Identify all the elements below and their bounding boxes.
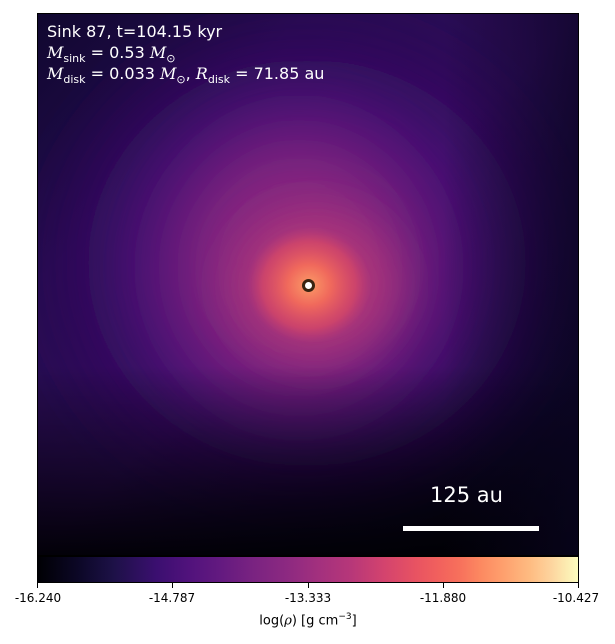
cbar-label-rho: ρ <box>284 613 292 629</box>
msun-subscript-2: ⊙ <box>176 73 186 87</box>
colorbar-tick-label: -16.240 <box>14 591 62 605</box>
mdisk-subscript: disk <box>63 73 86 87</box>
rdisk-subscript: disk <box>207 73 230 87</box>
sink-mass-label: Msink = 0.53 M⊙ <box>47 43 175 69</box>
rdisk-symbol: R <box>195 64 208 83</box>
colorbar-tick <box>578 583 579 588</box>
msun-subscript: ⊙ <box>166 52 176 66</box>
colorbar-tick <box>37 583 38 588</box>
scale-bar-label: 125 au <box>430 483 503 507</box>
msink-symbol: M <box>47 43 64 62</box>
mdisk-symbol: M <box>47 64 64 83</box>
colorbar <box>37 556 579 583</box>
colorbar-label: log(ρ) [g cm−3] <box>259 612 356 628</box>
cbar-label-exp: −3 <box>338 612 352 622</box>
rdisk-unit: au <box>304 64 325 83</box>
msink-value: = 0.53 <box>90 43 145 62</box>
sink-marker <box>302 279 315 292</box>
colorbar-tick <box>308 583 309 588</box>
disk-label: Mdisk = 0.033 M⊙, Rdisk = 71.85 au <box>47 64 325 87</box>
cbar-label-mid: ) [g cm <box>291 613 339 629</box>
cbar-label-suffix: ] <box>351 613 357 629</box>
colorbar-tick <box>443 583 444 588</box>
mdisk-value: = 0.033 <box>90 64 155 83</box>
msun-symbol: M <box>149 43 167 62</box>
msun-symbol-2: M <box>160 64 177 83</box>
cbar-label-prefix: log( <box>259 613 285 629</box>
colorbar-tick-label: -11.880 <box>419 591 467 605</box>
colorbar-tick <box>172 583 173 588</box>
msink-subscript: sink <box>63 52 86 66</box>
colorbar-tick-label: -14.787 <box>148 591 196 605</box>
sink-time-label: Sink 87, t=104.15 kyr <box>47 22 223 41</box>
colorbar-tick-label: -10.427 <box>552 591 600 605</box>
scale-bar <box>403 526 539 531</box>
rdisk-value: = 71.85 <box>235 64 300 83</box>
colorbar-tick-label: -13.333 <box>284 591 332 605</box>
